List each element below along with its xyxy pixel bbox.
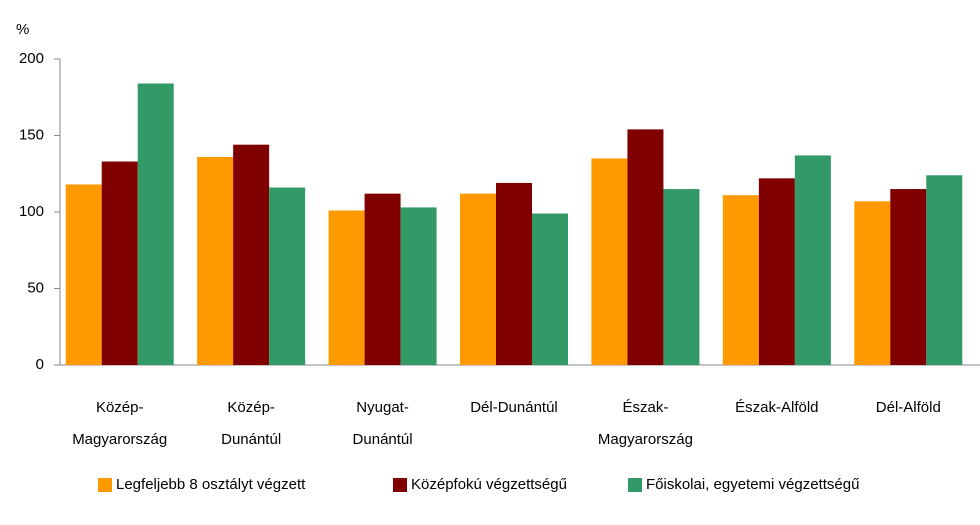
x-tick-label: Magyarország (598, 431, 693, 448)
bar (400, 207, 437, 365)
x-tick-label: Észak- (623, 399, 669, 416)
legend-swatch (393, 478, 407, 492)
legend-swatch (628, 478, 642, 492)
legend-swatch (98, 478, 112, 492)
bar (794, 155, 831, 365)
x-tick-label: Közép- (227, 399, 275, 416)
x-tick-label: Nyugat- (356, 399, 409, 416)
legend-label: Főiskolai, egyetemi végzettségű (646, 476, 859, 493)
x-tick-label: Dél-Dunántúl (470, 399, 558, 416)
bar (532, 213, 568, 365)
bar (926, 175, 963, 365)
x-tick-label: Észak-Alföld (735, 399, 818, 416)
y-tick-label: 0 (36, 356, 44, 373)
legend-label: Középfokú végzettségű (411, 476, 567, 493)
bar (854, 201, 891, 365)
bar (328, 210, 365, 365)
bar (496, 182, 532, 365)
bar (758, 178, 795, 365)
bar (101, 161, 138, 365)
x-tick-label: Közép- (96, 399, 144, 416)
bar (890, 189, 927, 365)
y-tick-label: 200 (19, 50, 44, 67)
bar (722, 195, 759, 365)
x-tick-label: Dunántúl (221, 431, 281, 448)
bar (137, 83, 174, 365)
bar (65, 184, 102, 365)
x-tick-label: Magyarország (72, 431, 167, 448)
x-tick-label: Dél-Alföld (876, 399, 941, 416)
bar (197, 156, 234, 365)
bar (627, 129, 664, 365)
y-tick-label: 100 (19, 203, 44, 220)
y-axis-label: % (16, 21, 29, 38)
bar (233, 144, 270, 365)
bar (269, 187, 306, 365)
bar (364, 193, 401, 365)
bar (591, 158, 628, 365)
y-tick-label: 150 (19, 126, 44, 143)
y-tick-label: 50 (27, 279, 44, 296)
legend-label: Legfeljebb 8 osztályt végzett (116, 476, 306, 493)
bar (460, 193, 496, 365)
x-tick-label: Dunántúl (353, 431, 413, 448)
bar (663, 189, 700, 365)
